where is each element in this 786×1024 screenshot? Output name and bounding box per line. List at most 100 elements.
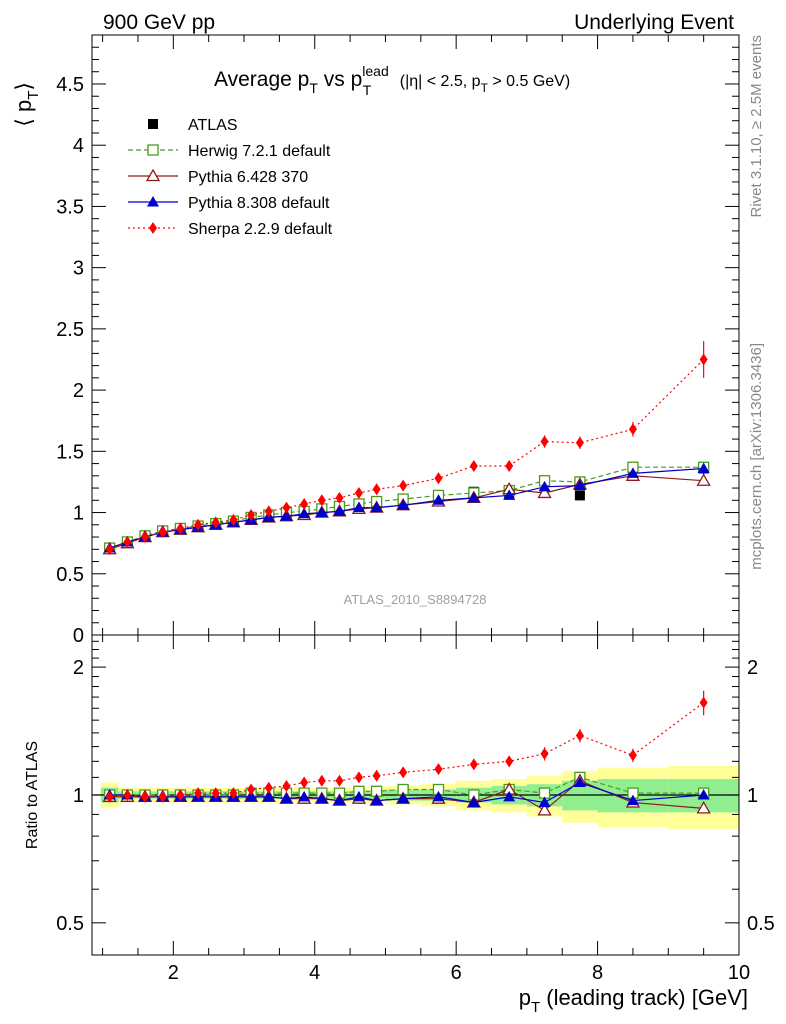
- legend-pythia-6-428-370-label: Pythia 6.428 370: [188, 169, 308, 186]
- top-ytick-label: 1: [73, 503, 84, 525]
- xtick-label: 6: [451, 962, 462, 984]
- ratio-pythia-8-308-default-point: [370, 794, 383, 806]
- top-ytick-label: 0.5: [56, 564, 84, 586]
- ratio-pythia-8-308-default-point: [467, 796, 480, 807]
- top-pythia-8-308-default-point: [315, 506, 328, 518]
- ratio-sherpa-2-2-9-default-point: [434, 763, 443, 776]
- top-pythia-6-428-370-line: [109, 475, 704, 550]
- ratio-pythia-8-308-default-point: [397, 792, 410, 804]
- ratio-axis-ticks: 0.5 0.5 1 1 2 2 2 4 6 8 10: [56, 635, 775, 984]
- top-ylabel-open: ⟨ p: [11, 100, 36, 127]
- top-sherpa-2-2-9-default-point: [575, 436, 584, 449]
- top-sherpa-2-2-9-default-point: [628, 423, 637, 436]
- top-sherpa-2-2-9-default-point: [158, 526, 167, 539]
- ratio-pythia-8-308-default-point: [333, 794, 346, 806]
- title-vs: vs p: [318, 68, 362, 91]
- top-sherpa-2-2-9-default-point: [105, 543, 114, 556]
- ratio-pythia-8-308-default-point: [280, 792, 293, 804]
- ratio-sherpa-2-2-9-default-point: [158, 790, 167, 803]
- legend: ATLAS Herwig 7.2.1 default Pythia 6.428 37…: [128, 117, 333, 238]
- title-cuts-a: (|η| < 2.5, p: [395, 73, 480, 90]
- ratio-pythia-6-428-370-point: [696, 801, 711, 814]
- top-ytick-label: 4: [73, 135, 84, 157]
- xtick-label: 8: [592, 962, 603, 984]
- ratio-sherpa-2-2-9-default-point: [300, 776, 309, 789]
- ratio-pythia-8-308-default-point: [315, 792, 328, 804]
- top-pythia-8-308-default-point: [626, 467, 639, 478]
- ratio-pythia-8-308-default-point: [626, 794, 639, 806]
- xlabel-p: p: [519, 985, 531, 1010]
- ratio-pythia-8-308-default-point: [262, 790, 275, 802]
- top-pythia-6-428-370-point: [537, 485, 552, 499]
- ratio-pythia-8-308-default-point: [245, 790, 258, 802]
- legend-pythia-8-308-default-label: Pythia 8.308 default: [188, 195, 330, 212]
- top-sherpa-2-2-9-default-point: [141, 531, 150, 544]
- top-pythia-8-308-default-point: [538, 480, 551, 492]
- top-sherpa-2-2-9-default-point: [247, 509, 256, 521]
- top-pythia-8-308-default-point: [432, 494, 445, 505]
- top-sherpa-2-2-9-default-point: [469, 460, 478, 473]
- mcplots-text: mcplots.cern.ch [arXiv:1306.3436]: [748, 343, 765, 570]
- ratio-sherpa-2-2-9-default-point: [469, 758, 478, 771]
- top-sherpa-2-2-9-default-point: [123, 535, 132, 548]
- top-atlas-point: [574, 490, 585, 501]
- ratio-sherpa-2-2-9-default-point: [282, 779, 291, 792]
- ratio-ytick-label-right: 1: [747, 785, 758, 807]
- header-left: 900 GeV pp: [103, 11, 215, 34]
- legend-pythia-8-308-default-marker: [147, 196, 159, 207]
- top-pythia-8-308-default-point: [503, 489, 516, 500]
- legend-atlas-marker: [148, 119, 158, 129]
- top-sherpa-2-2-9-default-point: [176, 522, 185, 535]
- top-pythia-8-308-default-point: [397, 499, 410, 510]
- title-sub2: T: [363, 82, 372, 98]
- title-sup: lead: [362, 63, 388, 79]
- top-sherpa-2-2-9-default-point: [354, 486, 363, 499]
- top-sherpa-2-2-9-default-point: [505, 460, 514, 473]
- ratio-pythia-8-308-default-point: [298, 790, 311, 802]
- top-pythia-8-308-default-point: [370, 501, 383, 513]
- top-pythia-8-308-default-point: [333, 505, 346, 516]
- top-herwig-7-2-1-default-line: [109, 466, 704, 549]
- ratio-sherpa-2-2-9-default-point: [354, 771, 363, 784]
- title-sub1: T: [309, 80, 318, 96]
- ratio-plot-frame: [91, 634, 740, 956]
- xtick-label: 4: [309, 962, 320, 984]
- top-sherpa-2-2-9-default-point: [300, 497, 309, 510]
- legend-herwig-7-2-1-default-marker: [147, 144, 159, 156]
- analysis-watermark: ATLAS_2010_S8894728: [344, 592, 487, 607]
- top-ytick-label: 2.5: [56, 319, 84, 341]
- top-sherpa-2-2-9-default-point: [317, 494, 326, 507]
- top-sherpa-2-2-9-default-point: [434, 472, 443, 485]
- ratio-sherpa-2-2-9-default-point: [176, 788, 185, 801]
- ratio-ytick-label: 2: [73, 657, 84, 679]
- top-sherpa-2-2-9-default-point: [399, 479, 408, 492]
- ratio-sherpa-2-2-9-default-point: [141, 790, 150, 803]
- top-ytick-label: 1.5: [56, 441, 84, 463]
- xlabel-rest: (leading track) [GeV]: [540, 985, 748, 1010]
- top-sherpa-2-2-9-default-point: [282, 501, 291, 514]
- title-cuts-sub: T: [481, 81, 489, 95]
- ratio-sherpa-2-2-9-default-point: [399, 766, 408, 779]
- ratio-pythia-8-308-default-point: [697, 788, 710, 800]
- top-series: [102, 341, 711, 556]
- top-pythia-8-308-default-point: [280, 510, 293, 521]
- ratio-sherpa-2-2-9-default-point: [505, 755, 514, 768]
- legend-herwig-7-2-1-default-label: Herwig 7.2.1 default: [188, 143, 331, 160]
- top-pythia-8-308-default-point: [573, 479, 586, 491]
- ratio-sherpa-2-2-9-default-point: [317, 774, 326, 787]
- top-sherpa-2-2-9-default-point: [211, 516, 220, 529]
- ratio-sherpa-2-2-9-default-point: [105, 790, 114, 803]
- ratio-sherpa-2-2-9-default-point: [123, 788, 132, 801]
- top-ytick-label: 0: [73, 625, 84, 647]
- title-cuts-b: > 0.5 GeV): [488, 73, 570, 90]
- ratio-sherpa-2-2-9-default-point: [247, 783, 256, 796]
- ratio-sherpa-2-2-9-default-point: [540, 747, 549, 760]
- xlabel: pT (leading track) [GeV]: [519, 985, 748, 1016]
- top-pythia-8-308-default-point: [467, 491, 480, 503]
- ratio-pythia-8-308-default-point: [352, 790, 365, 802]
- header-right: Underlying Event: [574, 11, 734, 34]
- legend-atlas-label: ATLAS: [188, 117, 238, 134]
- top-ytick-label: 3.5: [56, 196, 84, 218]
- legend-sherpa-2-2-9-default-label: Sherpa 2.2.9 default: [188, 221, 333, 238]
- ratio-ytick-label: 1: [73, 785, 84, 807]
